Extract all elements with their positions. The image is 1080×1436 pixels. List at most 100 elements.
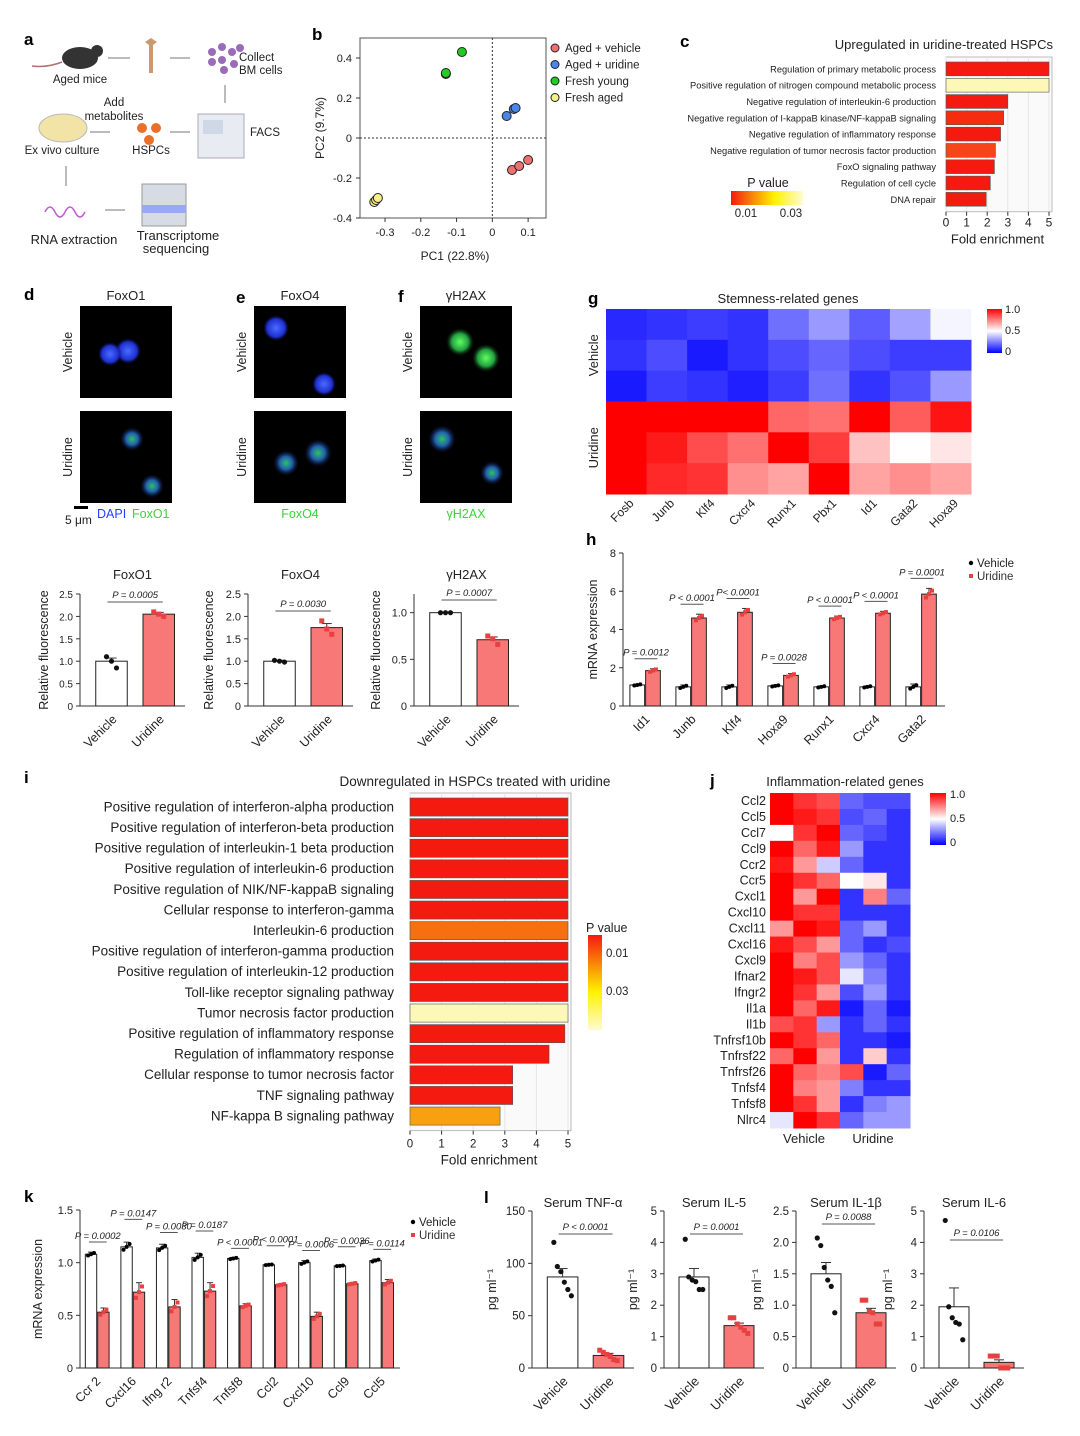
data-point [305,1259,310,1264]
heatmap-cell [816,936,841,954]
heatmap-cell [770,968,794,985]
y-axis-label: mRNA expression [586,579,600,679]
mouse-head-icon [91,45,103,57]
data-point [611,1357,617,1363]
heatmap-cell [816,984,841,1001]
data-point [791,672,796,677]
x-category-label: Cxcr4 [850,712,883,745]
heatmap-cell [816,808,841,826]
data-point [607,1353,613,1359]
enrichment-bar [409,880,569,899]
x-tick-label: -0.3 [376,227,395,239]
heatmap-cell [816,793,841,810]
data-point [231,1256,236,1261]
heatmap-cell [808,432,850,464]
heatmap-cell [840,1080,864,1097]
heatmap-cell [930,309,972,341]
legend-marker [968,560,974,566]
chart-title: Serum IL-1β [810,1195,882,1210]
heatmap-cell [849,463,891,495]
heatmap-cell [863,1096,888,1113]
vehicle-bar [369,1260,382,1369]
y-tick-label: 0 [610,701,616,713]
heatmap-cell [863,872,888,890]
cell-nucleus [273,450,299,476]
heatmap-cell [687,432,729,464]
data-point [523,155,534,165]
data-point [276,1283,281,1288]
gene-label: Ccl2 [741,794,766,808]
term-label: TNF signaling pathway [257,1088,395,1103]
heatmap-cell [793,984,818,1001]
legend-marker [410,1219,416,1225]
colorbar-tick: 0.5 [950,813,965,825]
y-tick-label: 1.0 [59,657,73,668]
y-tick-label: 2.5 [773,1206,789,1218]
gene-label: Ifngr2 [734,985,766,999]
heatmap-cell [727,339,769,372]
heatmap-cell [727,432,769,464]
uridine-bar [142,613,175,707]
y-tick-label: 1.0 [226,656,241,668]
bm-cell-icon [218,56,226,64]
heatmap-cell [886,872,911,890]
heatmap-cell [840,920,864,938]
data-point [510,103,521,113]
cell-nucleus [98,342,122,366]
data-point [329,631,335,637]
heatmap-cell [863,952,888,969]
hspc-icon [151,123,161,133]
data-point [647,669,652,674]
data-point [271,657,278,663]
label: FACS [250,127,280,139]
panel-label: b [312,25,322,44]
micrograph-uridine [254,411,346,503]
uridine-bar [310,1315,323,1369]
data-point [960,1337,966,1343]
data-point [1005,1365,1011,1371]
data-point [821,1264,827,1271]
label: HSPCs [132,145,170,157]
p-value-label: P = 0.0005 [112,590,159,601]
y-tick-label: 0.5 [773,1332,789,1344]
data-point [101,1310,106,1315]
gene-label: Ccr5 [740,874,766,888]
heatmap-cell [863,984,888,1001]
data-point [837,614,842,619]
x-category-label: Ccl5 [360,1374,388,1402]
heatmap-cell [606,370,648,402]
data-point [678,686,683,691]
heatmap-cell [840,1048,864,1065]
label: metabolites [85,111,144,123]
heatmap-cell [930,432,972,464]
heatmap-cell [840,1112,864,1129]
y-tick-label: 1 [651,1332,657,1344]
heatmap-cell [770,904,794,922]
data-point [929,588,934,593]
p-value-label: P = 0.0106 [954,1228,1001,1239]
data-point [139,1284,144,1289]
heatmap-cell [863,920,888,938]
heatmap-cell [770,984,794,1001]
legend-label: Aged + vehicle [565,43,641,55]
vehicle-bar [191,1256,204,1369]
heatmap-cell [687,370,729,402]
bm-cell-icon [208,48,216,56]
heatmap-cell [687,463,729,495]
data-point [745,607,750,612]
data-point [376,1257,381,1262]
heatmap-cell [793,888,818,906]
gene-label: Cxcl1 [735,890,766,904]
legend-marker [550,93,560,102]
heatmap-cell [840,808,864,826]
heatmap-cell [863,936,888,954]
data-point [770,684,775,689]
cell-nucleus [472,344,500,372]
data-point [911,684,916,689]
heatmap-cell [840,824,864,842]
enrichment-bar [409,797,569,817]
label: Ex vivo culture [25,145,100,157]
data-point [136,1290,141,1295]
y-tick-label: 4 [911,1237,918,1249]
vehicle-bar [227,1257,240,1369]
